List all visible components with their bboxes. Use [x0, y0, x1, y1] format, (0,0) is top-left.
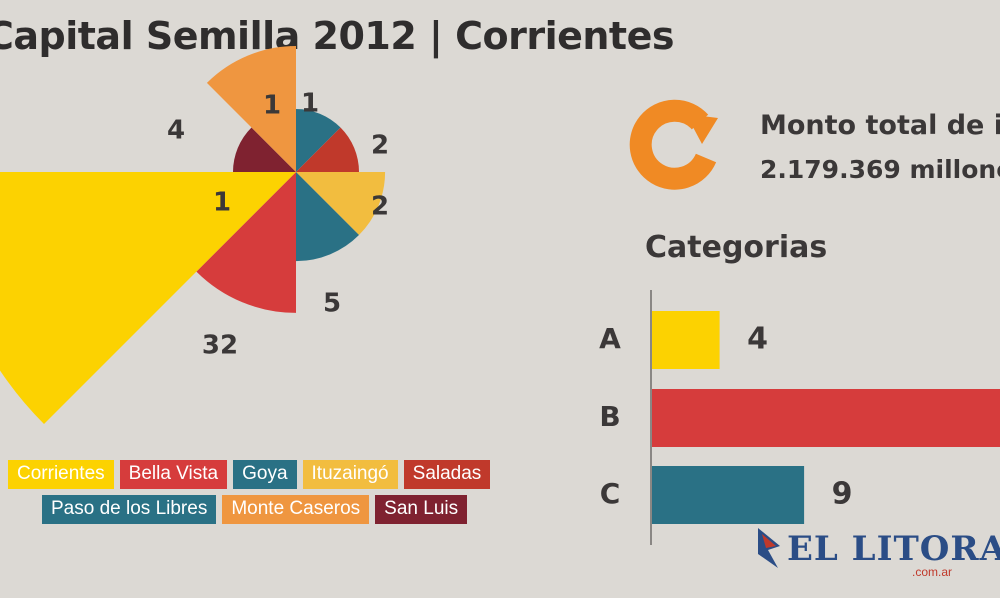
legend-item-saladas: Saladas [403, 460, 491, 489]
pie-slice-san-luis [233, 127, 296, 172]
pie-value-label: 1 [301, 89, 319, 119]
pie-value-label: 2 [371, 192, 389, 222]
logo-domain: .com.ar [912, 565, 953, 579]
pie-value-label: 1 [263, 91, 281, 121]
pie-value-label: 32 [202, 331, 238, 361]
category-label-c: C [600, 477, 621, 510]
legend-item-corrientes: Corrientes [8, 460, 114, 489]
el-litoral-logo-icon [758, 528, 780, 568]
page-title: Capital Semilla 2012 | Corrientes [0, 14, 674, 58]
category-label-a: A [599, 322, 621, 355]
legend-item-paso-de-los-libres: Paso de los Libres [42, 495, 217, 524]
pie-slice-goya [296, 109, 341, 172]
bar-chart-title: Categorias [645, 230, 828, 265]
pie-slice-saladas [296, 127, 359, 172]
pie-slice-corrientes [0, 172, 296, 424]
pie-slice-monte-caseros [206, 45, 296, 172]
legend-row-2: Paso de los Libres Monte Caseros San Lui… [8, 495, 508, 524]
bar-b [652, 389, 1000, 447]
pie-slice-ituzaing- [296, 172, 386, 235]
pie-value-label: 1 [213, 188, 231, 218]
chart-legend: Corrientes Bella Vista Goya Ituzaingó Sa… [8, 460, 508, 530]
pie-value-label: 5 [323, 289, 341, 319]
legend-item-bella-vista: Bella Vista [119, 460, 228, 489]
refresh-icon [629, 99, 718, 190]
logo-name: EL LITORAL [787, 529, 1000, 569]
bar-value-label-c: 9 [832, 477, 853, 512]
monto-value: 2.179.369 millones [760, 155, 1000, 184]
bar-value-label-a: 4 [747, 322, 768, 357]
bar-a [652, 311, 720, 369]
pie-value-label: 2 [371, 131, 389, 161]
legend-row-1: Corrientes Bella Vista Goya Ituzaingó Sa… [8, 460, 508, 489]
pie-value-label: 4 [167, 116, 185, 146]
bar-c [652, 466, 805, 524]
pie-slice-paso-de-los-libres [296, 172, 359, 262]
legend-item-monte-caseros: Monte Caseros [222, 495, 370, 524]
category-label-b: B [599, 400, 620, 433]
legend-item-goya: Goya [233, 460, 297, 489]
legend-item-ituzaingo: Ituzaingó [302, 460, 398, 489]
monto-label: Monto total de inv [760, 110, 1000, 141]
pie-slice-bella-vista [196, 172, 296, 313]
legend-item-san-luis: San Luis [375, 495, 468, 524]
